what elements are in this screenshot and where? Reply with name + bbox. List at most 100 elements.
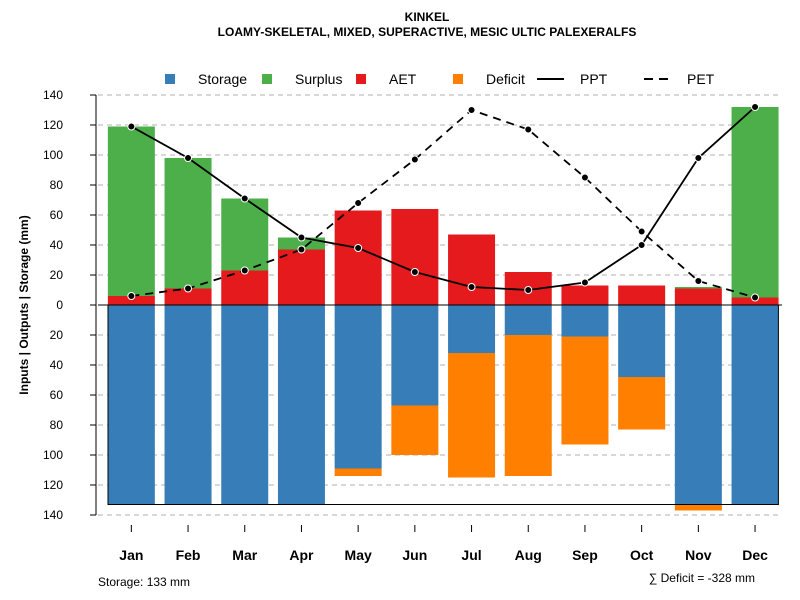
pet-point — [354, 199, 363, 207]
aet-bar — [107, 296, 155, 305]
ppt-point — [524, 286, 533, 294]
pet-point — [751, 293, 760, 302]
pet-point — [467, 106, 476, 114]
y-tick-label: 80 — [50, 178, 64, 192]
x-tick-label: Jun — [402, 547, 427, 563]
storage-bar — [334, 305, 382, 469]
x-tick-label: Dec — [742, 547, 768, 563]
x-axis: Jan Feb Mar Apr May Jun Jul Aug Sep Oct Nov Dec — [119, 525, 768, 563]
legend-swatch-aet — [356, 74, 366, 84]
legend-label-surplus: Surplus — [295, 71, 342, 87]
storage-bar — [618, 305, 666, 377]
pet-point — [637, 227, 646, 236]
legend-swatch-deficit — [453, 74, 463, 84]
surplus-bar — [164, 158, 212, 289]
chart-title: KINKEL — [405, 10, 450, 24]
aet-bar — [391, 209, 439, 305]
x-tick-label: Feb — [176, 547, 201, 563]
deficit-bar — [674, 504, 722, 511]
legend: Storage Surplus AET Deficit PPT PET — [165, 71, 715, 87]
aet-bar — [561, 285, 609, 305]
pet-point — [240, 266, 249, 275]
deficit-bar — [504, 335, 552, 476]
aet-bar — [164, 288, 212, 305]
storage-bar — [107, 305, 155, 505]
storage-frames — [98, 304, 782, 505]
y-tick-label: 100 — [43, 148, 63, 162]
ppt-point — [467, 283, 476, 291]
x-tick-label: May — [345, 547, 372, 563]
legend-swatch-storage — [165, 74, 175, 84]
storage-note: Storage: 133 mm — [98, 575, 190, 589]
bars — [107, 107, 779, 511]
y-tick-label: 120 — [43, 478, 63, 492]
deficit-bar — [448, 353, 496, 478]
pet-point — [184, 284, 193, 293]
surplus-bar — [221, 198, 269, 271]
y-axis-label: Inputs | Outputs | Storage (mm) — [17, 215, 31, 394]
pet-point — [410, 155, 419, 164]
series-lines — [127, 103, 760, 302]
aet-bar — [277, 249, 325, 305]
storage-bar — [448, 305, 496, 353]
x-tick-label: Aug — [515, 547, 542, 563]
x-tick-label: Mar — [232, 547, 257, 563]
storage-bar — [561, 305, 609, 337]
pet-point — [580, 173, 589, 182]
legend-swatch-surplus — [262, 74, 272, 84]
y-axis: 140 120 100 80 60 40 20 0 20 40 60 80 100 120 140 — [43, 88, 97, 522]
ppt-point — [637, 241, 646, 249]
storage-bar — [164, 305, 212, 505]
pet-point — [524, 125, 533, 134]
ppt-point — [751, 103, 760, 111]
x-tick-label: Oct — [630, 547, 654, 563]
grid-lines — [98, 94, 782, 516]
legend-label-storage: Storage — [198, 71, 247, 87]
pet-point — [694, 277, 703, 285]
y-tick-label: 60 — [50, 388, 64, 402]
ppt-point — [694, 154, 703, 162]
deficit-bar — [391, 405, 439, 455]
pet-point — [297, 245, 306, 254]
aet-bar — [674, 288, 722, 305]
aet-bar — [334, 210, 382, 305]
y-tick-label: 40 — [50, 238, 64, 252]
x-tick-label: Jan — [119, 547, 143, 563]
storage-bar — [504, 305, 552, 335]
storage-bar — [221, 305, 269, 505]
y-tick-label: 20 — [50, 328, 64, 342]
storage-bar — [391, 305, 439, 406]
ppt-point — [410, 268, 419, 276]
y-tick-label: 100 — [43, 448, 63, 462]
y-tick-label: 140 — [43, 88, 63, 102]
y-tick-label: 0 — [56, 298, 63, 312]
y-tick-label: 40 — [50, 358, 64, 372]
y-tick-label: 60 — [50, 208, 64, 222]
deficit-bar — [334, 468, 382, 476]
storage-bar — [277, 305, 325, 505]
ppt-point — [240, 194, 249, 203]
legend-label-deficit: Deficit — [486, 71, 525, 87]
ppt-point — [580, 278, 589, 287]
x-tick-label: Nov — [685, 547, 712, 563]
chart-subtitle: LOAMY-SKELETAL, MIXED, SUPERACTIVE, MESI… — [218, 25, 637, 39]
ppt-point — [127, 122, 136, 131]
legend-label-ppt: PPT — [580, 71, 608, 87]
x-tick-label: Apr — [289, 547, 314, 563]
y-tick-label: 140 — [43, 508, 63, 522]
y-tick-label: 120 — [43, 118, 63, 132]
x-tick-label: Jul — [461, 547, 481, 563]
storage-bar — [674, 305, 722, 505]
ppt-point — [184, 154, 193, 162]
ppt-point — [297, 233, 306, 242]
pet-line — [131, 108, 756, 299]
ppt-line — [130, 106, 756, 291]
deficit-bar — [561, 336, 609, 445]
pet-point — [127, 292, 136, 300]
surplus-bar — [674, 287, 722, 289]
storage-bar — [731, 305, 779, 505]
y-tick-label: 20 — [50, 268, 64, 282]
y-tick-label: 80 — [50, 418, 64, 432]
aet-bar — [618, 285, 666, 305]
